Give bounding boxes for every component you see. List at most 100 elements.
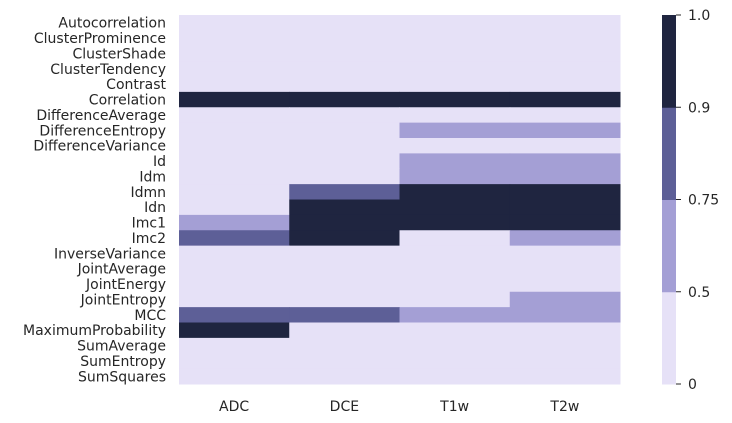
heatmap-cell (179, 214, 290, 231)
heatmap-cell (179, 107, 290, 124)
heatmap-cell (179, 15, 290, 31)
heatmap-cell (509, 261, 621, 277)
heatmap-cell (289, 245, 400, 262)
heatmap-cell (179, 199, 290, 216)
heatmap-cell (289, 261, 400, 277)
heatmap-cell (179, 230, 290, 247)
heatmap-cell (399, 291, 511, 308)
heatmap-cell (399, 245, 511, 262)
y-tick-label: Autocorrelation (58, 16, 166, 32)
heatmap-cell (289, 368, 400, 385)
heatmap-cell (399, 322, 511, 339)
heatmap-cell (179, 337, 290, 354)
heatmap-cell (289, 199, 400, 216)
heatmap-cell (289, 230, 400, 247)
heatmap-cell (399, 353, 511, 370)
y-tick-label: ClusterShade (72, 46, 166, 62)
y-tick-label: ClusterProminence (34, 31, 166, 47)
y-tick-label: Imc1 (132, 216, 166, 232)
heatmap-cell (399, 153, 511, 170)
heatmap-cell (179, 76, 290, 93)
heatmap-cell (509, 122, 621, 139)
y-tick-label: MaximumProbability (23, 323, 166, 339)
heatmap-cell (179, 45, 290, 62)
y-tick-label: Imc2 (132, 231, 166, 247)
colorbar-tick-label: 0 (688, 377, 697, 393)
heatmap-cell (289, 353, 400, 370)
y-tick-label: DifferenceAverage (36, 108, 166, 124)
y-tick-label: SumSquares (78, 369, 166, 385)
heatmap-cell (179, 261, 290, 277)
heatmap-cell (399, 45, 511, 62)
heatmap-cell (179, 353, 290, 370)
colorbar-tick-label: 1.0 (688, 8, 710, 24)
heatmap-cell (179, 138, 290, 154)
colorbar-segment (662, 199, 676, 293)
heatmap-cell (509, 15, 621, 31)
heatmap-cell (289, 184, 400, 201)
y-tick-label: InverseVariance (54, 246, 166, 262)
heatmap-cell (509, 230, 621, 247)
heatmap-cell (509, 322, 621, 339)
heatmap-cell (509, 184, 621, 201)
heatmap-cell (399, 199, 511, 216)
colorbar: 0 0.5 0.75 0.9 1.0 (662, 8, 719, 393)
heatmap-cell (289, 291, 400, 308)
heatmap-cell (179, 184, 290, 201)
heatmap-cell (509, 30, 621, 47)
heatmap-cell (289, 45, 400, 62)
heatmap-cell (289, 214, 400, 231)
heatmap-cell (399, 230, 511, 247)
y-tick-label: SumAverage (77, 339, 166, 355)
heatmap-cell (509, 337, 621, 354)
heatmap-cell (289, 76, 400, 93)
colorbar-segment (662, 15, 676, 108)
heatmap-cell (509, 307, 621, 324)
heatmap-cell (509, 276, 621, 293)
y-tick-label: Id (153, 154, 166, 170)
heatmap-cell (399, 337, 511, 354)
heatmap-cell (179, 168, 290, 185)
heatmap-cell (399, 76, 511, 93)
x-tick-labels: ADC DCE T1w T2w (219, 399, 579, 415)
x-tick-label: DCE (330, 399, 359, 415)
heatmap-cell (289, 15, 400, 31)
heatmap-cell (509, 353, 621, 370)
heatmap-cell (509, 199, 621, 216)
heatmap-cell (179, 307, 290, 324)
y-tick-label: JointAverage (77, 262, 166, 278)
heatmap-cell (399, 307, 511, 324)
heatmap-cell (399, 61, 511, 78)
heatmap-cell (179, 91, 290, 108)
heatmap-cell (179, 30, 290, 47)
colorbar-segment (662, 291, 676, 385)
heatmap-cell (179, 61, 290, 78)
heatmap-cell (289, 307, 400, 324)
heatmap-cell (399, 368, 511, 385)
colorbar-tick-label: 0.75 (688, 193, 719, 209)
heatmap-cell (289, 153, 400, 170)
heatmap-cell (179, 291, 290, 308)
heatmap-cell (179, 245, 290, 262)
heatmap-cell (399, 214, 511, 231)
heatmap-cell (399, 261, 511, 277)
heatmap-cell (399, 30, 511, 47)
y-tick-label: JointEnergy (85, 277, 166, 293)
heatmap-cell (399, 91, 511, 108)
heatmap-cell (179, 322, 290, 339)
y-tick-label: Correlation (89, 93, 166, 109)
colorbar-segment (662, 107, 676, 200)
colorbar-tick-label: 0.9 (688, 100, 710, 116)
heatmap-cell (399, 122, 511, 139)
heatmap-cell (509, 153, 621, 170)
heatmap-cell (179, 122, 290, 139)
heatmap-cells (179, 15, 621, 385)
heatmap-cell (399, 184, 511, 201)
y-tick-label: Idmn (130, 185, 166, 201)
heatmap-cell (179, 153, 290, 170)
heatmap-cell (509, 91, 621, 108)
x-tick-label: ADC (219, 399, 249, 415)
y-tick-label: DifferenceEntropy (39, 123, 166, 139)
y-tick-label: Idm (139, 169, 166, 185)
x-tick-label: T1w (439, 399, 469, 415)
